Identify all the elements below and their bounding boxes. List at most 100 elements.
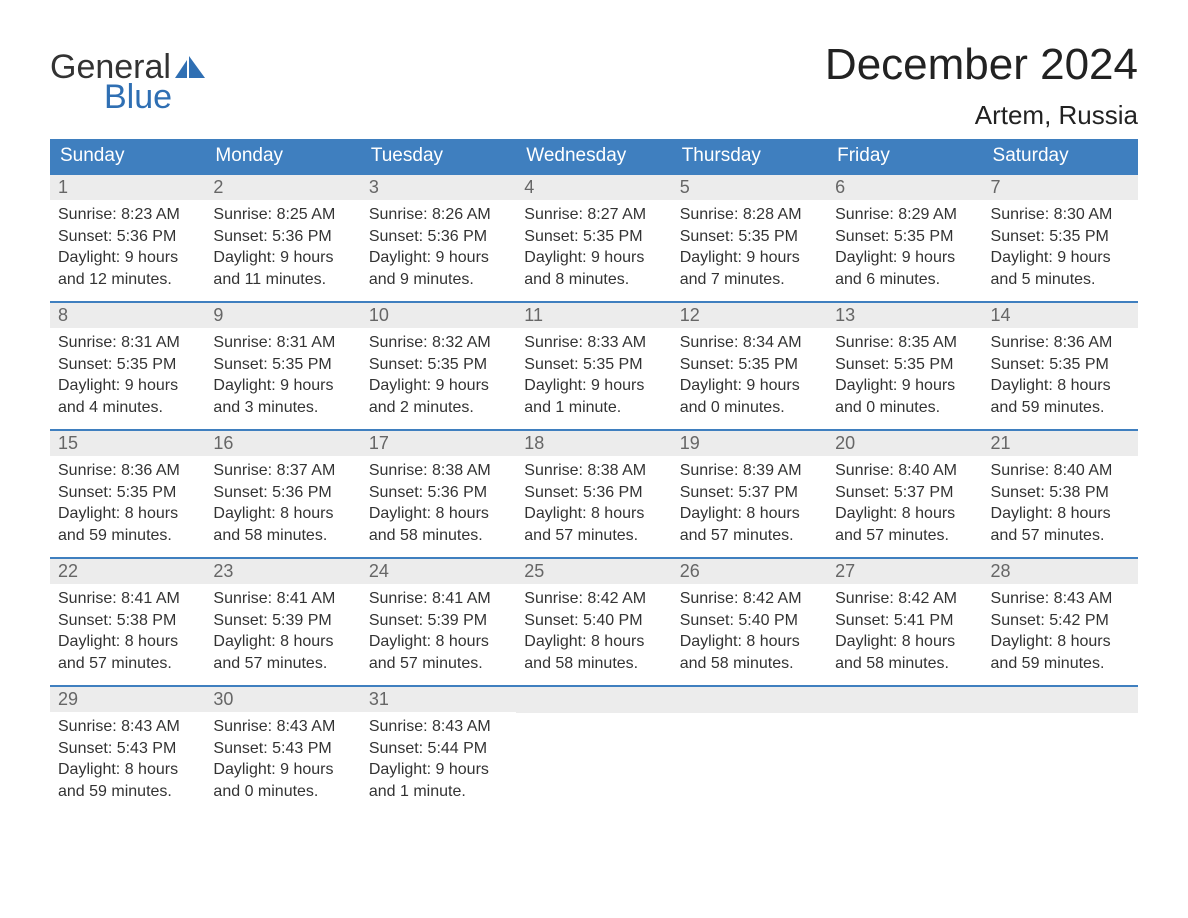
daylight-line-2: and 58 minutes. [835,653,974,675]
calendar-cell: 5Sunrise: 8:28 AMSunset: 5:35 PMDaylight… [672,174,827,302]
title-block: December 2024 Artem, Russia [825,40,1138,131]
calendar-cell [516,686,671,814]
logo-text-2: Blue [50,80,205,114]
header: General Blue December 2024 Artem, Russia [50,40,1138,131]
calendar-cell: 23Sunrise: 8:41 AMSunset: 5:39 PMDayligh… [205,558,360,686]
sunrise-text: Sunrise: 8:32 AM [369,332,508,354]
sunrise-text: Sunrise: 8:41 AM [58,588,197,610]
day-content: Sunrise: 8:32 AMSunset: 5:35 PMDaylight:… [361,328,516,428]
sunrise-text: Sunrise: 8:38 AM [369,460,508,482]
daylight-line-2: and 57 minutes. [524,525,663,547]
daylight-line-1: Daylight: 9 hours [213,375,352,397]
sunset-text: Sunset: 5:36 PM [213,226,352,248]
daylight-line-1: Daylight: 9 hours [369,375,508,397]
sunrise-text: Sunrise: 8:43 AM [213,716,352,738]
daylight-line-2: and 57 minutes. [991,525,1130,547]
calendar-cell: 12Sunrise: 8:34 AMSunset: 5:35 PMDayligh… [672,302,827,430]
daylight-line-2: and 0 minutes. [835,397,974,419]
day-content: Sunrise: 8:41 AMSunset: 5:38 PMDaylight:… [50,584,205,684]
empty-day [827,687,982,713]
day-number: 12 [672,303,827,328]
sunset-text: Sunset: 5:36 PM [58,226,197,248]
sunrise-text: Sunrise: 8:41 AM [369,588,508,610]
daylight-line-1: Daylight: 9 hours [680,375,819,397]
calendar-week: 29Sunrise: 8:43 AMSunset: 5:43 PMDayligh… [50,686,1138,814]
day-content: Sunrise: 8:33 AMSunset: 5:35 PMDaylight:… [516,328,671,428]
daylight-line-2: and 59 minutes. [58,781,197,803]
calendar-cell: 2Sunrise: 8:25 AMSunset: 5:36 PMDaylight… [205,174,360,302]
daylight-line-2: and 58 minutes. [524,653,663,675]
logo-flag-icon [175,50,205,84]
daylight-line-2: and 6 minutes. [835,269,974,291]
calendar-cell: 22Sunrise: 8:41 AMSunset: 5:38 PMDayligh… [50,558,205,686]
day-header: Monday [205,139,360,174]
sunrise-text: Sunrise: 8:27 AM [524,204,663,226]
day-number: 25 [516,559,671,584]
calendar-cell: 1Sunrise: 8:23 AMSunset: 5:36 PMDaylight… [50,174,205,302]
day-content: Sunrise: 8:38 AMSunset: 5:36 PMDaylight:… [516,456,671,556]
day-header: Wednesday [516,139,671,174]
location: Artem, Russia [825,100,1138,131]
daylight-line-2: and 59 minutes. [991,397,1130,419]
sunrise-text: Sunrise: 8:33 AM [524,332,663,354]
calendar-week: 15Sunrise: 8:36 AMSunset: 5:35 PMDayligh… [50,430,1138,558]
calendar-cell: 14Sunrise: 8:36 AMSunset: 5:35 PMDayligh… [983,302,1138,430]
sunset-text: Sunset: 5:38 PM [58,610,197,632]
sunset-text: Sunset: 5:40 PM [680,610,819,632]
daylight-line-1: Daylight: 8 hours [680,631,819,653]
day-number: 4 [516,175,671,200]
day-header: Saturday [983,139,1138,174]
day-number: 13 [827,303,982,328]
day-content: Sunrise: 8:41 AMSunset: 5:39 PMDaylight:… [205,584,360,684]
calendar-cell [827,686,982,814]
day-number: 23 [205,559,360,584]
daylight-line-1: Daylight: 8 hours [369,631,508,653]
daylight-line-1: Daylight: 8 hours [835,503,974,525]
sunrise-text: Sunrise: 8:28 AM [680,204,819,226]
day-content: Sunrise: 8:34 AMSunset: 5:35 PMDaylight:… [672,328,827,428]
day-number: 26 [672,559,827,584]
sunrise-text: Sunrise: 8:36 AM [991,332,1130,354]
day-content: Sunrise: 8:42 AMSunset: 5:40 PMDaylight:… [672,584,827,684]
sunset-text: Sunset: 5:35 PM [835,354,974,376]
calendar-cell: 26Sunrise: 8:42 AMSunset: 5:40 PMDayligh… [672,558,827,686]
day-content: Sunrise: 8:43 AMSunset: 5:42 PMDaylight:… [983,584,1138,684]
daylight-line-1: Daylight: 8 hours [835,631,974,653]
daylight-line-1: Daylight: 8 hours [58,631,197,653]
sunset-text: Sunset: 5:44 PM [369,738,508,760]
day-content: Sunrise: 8:42 AMSunset: 5:40 PMDaylight:… [516,584,671,684]
calendar-cell: 29Sunrise: 8:43 AMSunset: 5:43 PMDayligh… [50,686,205,814]
sunset-text: Sunset: 5:35 PM [58,354,197,376]
sunrise-text: Sunrise: 8:23 AM [58,204,197,226]
daylight-line-1: Daylight: 9 hours [835,247,974,269]
sunrise-text: Sunrise: 8:43 AM [369,716,508,738]
daylight-line-1: Daylight: 8 hours [369,503,508,525]
day-content: Sunrise: 8:35 AMSunset: 5:35 PMDaylight:… [827,328,982,428]
daylight-line-1: Daylight: 8 hours [991,631,1130,653]
sunrise-text: Sunrise: 8:39 AM [680,460,819,482]
calendar-cell: 20Sunrise: 8:40 AMSunset: 5:37 PMDayligh… [827,430,982,558]
day-content: Sunrise: 8:27 AMSunset: 5:35 PMDaylight:… [516,200,671,300]
day-number: 16 [205,431,360,456]
day-content: Sunrise: 8:39 AMSunset: 5:37 PMDaylight:… [672,456,827,556]
sunset-text: Sunset: 5:35 PM [213,354,352,376]
day-content: Sunrise: 8:43 AMSunset: 5:43 PMDaylight:… [50,712,205,812]
sunrise-text: Sunrise: 8:43 AM [991,588,1130,610]
daylight-line-2: and 58 minutes. [369,525,508,547]
day-content: Sunrise: 8:30 AMSunset: 5:35 PMDaylight:… [983,200,1138,300]
sunset-text: Sunset: 5:43 PM [213,738,352,760]
sunset-text: Sunset: 5:40 PM [524,610,663,632]
day-number: 14 [983,303,1138,328]
day-number: 6 [827,175,982,200]
daylight-line-1: Daylight: 8 hours [524,503,663,525]
calendar-cell: 18Sunrise: 8:38 AMSunset: 5:36 PMDayligh… [516,430,671,558]
daylight-line-1: Daylight: 9 hours [58,375,197,397]
sunset-text: Sunset: 5:35 PM [58,482,197,504]
daylight-line-2: and 59 minutes. [58,525,197,547]
calendar-cell: 27Sunrise: 8:42 AMSunset: 5:41 PMDayligh… [827,558,982,686]
daylight-line-1: Daylight: 9 hours [835,375,974,397]
daylight-line-2: and 0 minutes. [213,781,352,803]
day-content: Sunrise: 8:23 AMSunset: 5:36 PMDaylight:… [50,200,205,300]
daylight-line-2: and 9 minutes. [369,269,508,291]
calendar-week: 1Sunrise: 8:23 AMSunset: 5:36 PMDaylight… [50,174,1138,302]
